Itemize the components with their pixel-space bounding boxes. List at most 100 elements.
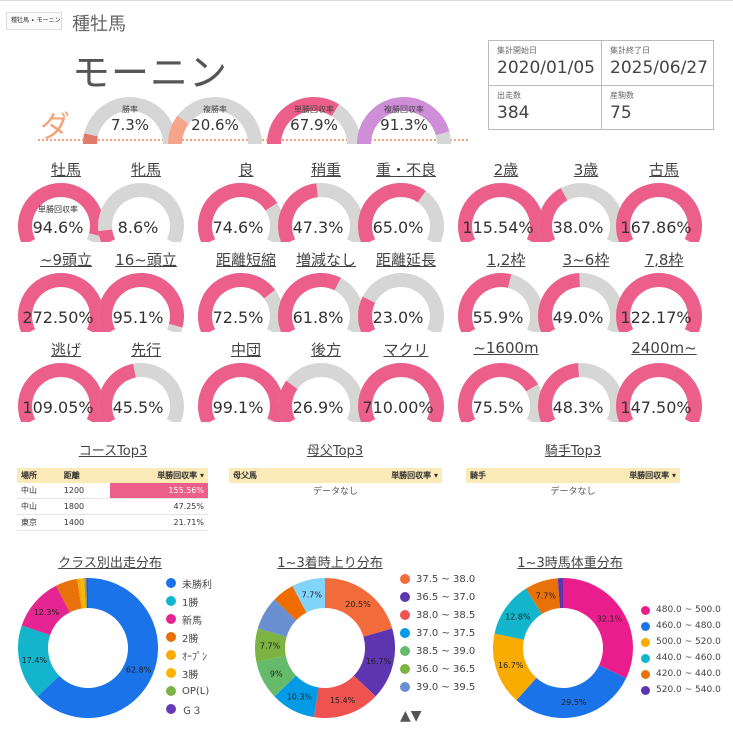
- legend-item[interactable]: 460.0 ~ 480.0: [641, 618, 721, 634]
- legend-item[interactable]: 1勝: [166, 592, 212, 610]
- col-place[interactable]: 場所: [17, 468, 60, 483]
- category-label[interactable]: 距離短縮: [215, 251, 276, 269]
- page-title: 種牡馬: [72, 14, 126, 35]
- category-label[interactable]: ~9頭立: [39, 251, 93, 269]
- category-label[interactable]: 牡馬: [50, 161, 81, 179]
- legend-label: 38.0 ~ 38.5: [416, 609, 476, 621]
- foals-label: 産駒数: [610, 91, 634, 100]
- gauge-value: 122.17%: [620, 308, 692, 327]
- legend-pager[interactable]: ▲▼: [400, 708, 422, 724]
- return-gauge: 95.1%: [98, 270, 184, 336]
- legend-item[interactable]: 500.0 ~ 520.0: [641, 634, 721, 650]
- legend-label: 520.0 ~ 540.0: [656, 685, 721, 695]
- legend-label: 39.0 ~ 39.5: [416, 681, 476, 693]
- legend-item[interactable]: 新馬: [166, 610, 212, 628]
- legend-item[interactable]: OP(L): [166, 682, 212, 700]
- donut-slice: [292, 578, 326, 613]
- legend-swatch: [641, 621, 650, 631]
- donut-slice: [494, 588, 543, 641]
- legend-item[interactable]: 3勝: [166, 664, 212, 682]
- category-label[interactable]: 逃げ: [50, 341, 81, 359]
- category-label[interactable]: 7,8枠: [644, 251, 684, 269]
- legend-item[interactable]: 37.0 ~ 37.5: [400, 624, 475, 642]
- donut-slice: [56, 578, 83, 613]
- weight-chart-title: 1~3時馬体重分布: [517, 556, 623, 571]
- category-label[interactable]: 古馬: [648, 161, 679, 179]
- table-row[interactable]: 中山 1200 155.56%: [17, 483, 208, 499]
- gauge-value: 8.6%: [117, 218, 159, 237]
- return-gauge: 47.3%: [278, 180, 364, 246]
- category-label[interactable]: 先行: [130, 341, 161, 359]
- legend-item[interactable]: 2勝: [166, 628, 212, 646]
- legend-item[interactable]: 420.0 ~ 440.0: [641, 666, 721, 682]
- category-label[interactable]: 3~6枠: [562, 251, 610, 269]
- col-distance[interactable]: 距離: [59, 468, 111, 483]
- legend-item[interactable]: 38.0 ~ 38.5: [400, 606, 475, 624]
- legend-swatch: [166, 632, 176, 642]
- legend-swatch: [641, 669, 650, 679]
- category-label[interactable]: マクリ: [383, 341, 429, 359]
- category-label[interactable]: 増減なし: [295, 251, 356, 269]
- category-label[interactable]: 3歳: [573, 161, 599, 179]
- category-label[interactable]: 2400m~: [631, 339, 697, 357]
- slice-label: 9%: [270, 669, 283, 678]
- jockey-top3-title: 騎手Top3: [544, 444, 602, 459]
- cell-place: 中山: [17, 498, 60, 515]
- category-label[interactable]: 牝馬: [130, 161, 161, 179]
- table-row[interactable]: 東京 1400 21.71%: [17, 514, 208, 531]
- col-jockey-return[interactable]: 単勝回収率 ▾: [531, 468, 680, 483]
- legend-item[interactable]: 480.0 ~ 500.0: [641, 602, 721, 618]
- col-broodsire[interactable]: 母父馬: [229, 468, 308, 483]
- legend-item[interactable]: 39.0 ~ 39.5: [400, 678, 475, 696]
- legend-swatch: [641, 637, 650, 647]
- filter-selector[interactable]: 種牡馬 ∙ モーニン: [6, 12, 62, 30]
- gauge-value: 65.0%: [372, 218, 424, 237]
- legend-item[interactable]: ｵｰﾌﾟﾝ: [166, 646, 212, 664]
- category-label[interactable]: 良: [238, 161, 254, 179]
- legend-label: 3勝: [182, 669, 199, 681]
- legend-item[interactable]: Ｇ３: [166, 700, 212, 718]
- category-label[interactable]: ~1600m: [473, 339, 539, 357]
- slice-label: 12.8%: [505, 613, 531, 622]
- category-label[interactable]: 重・不良: [375, 161, 436, 179]
- col-win-return[interactable]: 単勝回収率 ▾: [110, 468, 208, 483]
- top-gauge-1: 複勝率 20.6%: [163, 96, 262, 145]
- legend-item[interactable]: 37.5 ~ 38.0: [400, 570, 475, 588]
- slice-label: 7.7%: [536, 592, 557, 601]
- gauge-value: 147.50%: [620, 398, 692, 417]
- table-row[interactable]: 中山 1800 47.25%: [17, 498, 208, 515]
- broodsire-nodata: データなし: [312, 487, 358, 497]
- legend-item[interactable]: 38.5 ~ 39.0: [400, 642, 475, 660]
- category-label[interactable]: 1,2枠: [486, 251, 526, 269]
- category-label[interactable]: 中団: [230, 341, 261, 359]
- legend-item[interactable]: 440.0 ~ 460.0: [641, 650, 721, 666]
- donut-slice: [516, 664, 627, 718]
- gauge-value: 67.9%: [290, 116, 338, 134]
- slice-label: 16.7%: [498, 661, 524, 670]
- col-broodsire-return[interactable]: 単勝回収率 ▾: [307, 468, 442, 483]
- gauge-value: 7.3%: [110, 116, 150, 134]
- category-label[interactable]: 後方: [310, 341, 341, 359]
- legend-item[interactable]: 36.0 ~ 36.5: [400, 660, 475, 678]
- donut-slice: [324, 578, 393, 638]
- legend-label: 2勝: [182, 633, 199, 645]
- legend-item[interactable]: 未勝利: [166, 574, 212, 592]
- legend-item[interactable]: 520.0 ~ 540.0: [641, 682, 721, 698]
- gauge-value: 23.0%: [372, 308, 424, 327]
- cell-distance: 1200: [59, 483, 111, 499]
- legend-label: 440.0 ~ 460.0: [656, 653, 721, 663]
- category-label[interactable]: 距離延長: [375, 251, 436, 269]
- col-jockey[interactable]: 騎手: [466, 468, 532, 483]
- gauge-value: 61.8%: [292, 308, 344, 327]
- donut-slice: [274, 675, 320, 718]
- gauge-fill: [538, 188, 568, 246]
- weight-legend: 480.0 ~ 500.0 460.0 ~ 480.0 500.0 ~ 520.0 4…: [641, 602, 721, 698]
- legend-item[interactable]: 36.5 ~ 37.0: [400, 588, 475, 606]
- legend-pager-arrows[interactable]: ▲▼: [400, 708, 422, 724]
- gauge-value: 95.1%: [112, 308, 164, 327]
- category-label[interactable]: 稍重: [310, 161, 341, 179]
- category-label[interactable]: 2歳: [493, 161, 519, 179]
- legend-swatch: [400, 664, 410, 674]
- category-label[interactable]: 16~頭立: [115, 251, 177, 269]
- slice-label: 16.7%: [366, 657, 392, 666]
